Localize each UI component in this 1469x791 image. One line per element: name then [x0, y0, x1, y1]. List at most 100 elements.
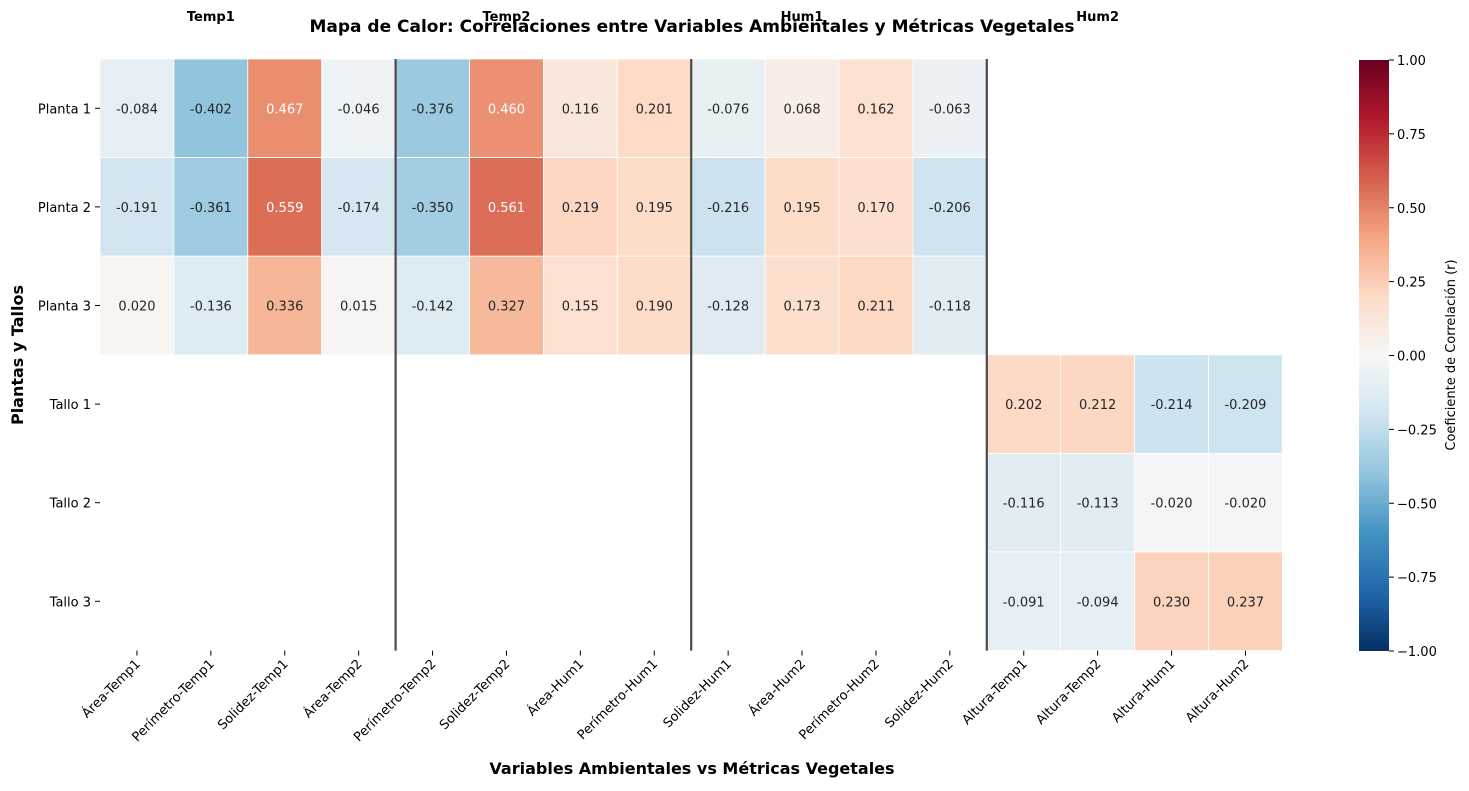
- heatmap-cell: [616, 255, 692, 356]
- cell-value-label: 0.162: [857, 102, 894, 117]
- heatmap-cell: [469, 157, 544, 257]
- y-tick-label: Tallo 2: [49, 497, 91, 512]
- heatmap-cell: [986, 354, 1062, 454]
- cell-value-label: -0.063: [929, 102, 971, 117]
- x-tick-label: Perímetro-Temp1: [129, 657, 217, 745]
- x-tick-label: Perímetro-Hum1: [575, 657, 661, 743]
- cell-value-label: 0.195: [636, 201, 673, 216]
- cell-value-label: -0.091: [1003, 595, 1045, 610]
- heatmap-cell: [1060, 452, 1135, 553]
- cell-value-label: 0.561: [488, 201, 525, 216]
- colorbar-tick-label: 0.25: [1397, 276, 1426, 291]
- cell-value-label: -0.084: [116, 102, 158, 117]
- y-axis: Planta 1 Planta 2 Planta 3 Tallo 1 Tallo 2 Ta…: [38, 102, 100, 610]
- cell-value-label: -0.361: [190, 201, 232, 216]
- colorbar-tick-label: 0.00: [1397, 350, 1426, 365]
- cell-value-label: -0.116: [1003, 497, 1045, 512]
- x-tick-label: Área-Hum2: [746, 656, 809, 719]
- cell-value-label: 0.237: [1227, 595, 1264, 610]
- heatmap-cell: [1208, 354, 1283, 454]
- y-tick-label: Planta 1: [38, 102, 91, 117]
- cell-value-label: -0.174: [338, 201, 380, 216]
- heatmap-cell: [99, 58, 175, 158]
- cell-value-label: 0.460: [488, 102, 525, 117]
- heatmap-cell: [395, 58, 470, 158]
- y-tick-label: Tallo 1: [49, 398, 91, 413]
- heatmap-cell: [1060, 354, 1135, 454]
- heatmap-cell: [173, 157, 249, 257]
- heatmap-cells: -0.084 -0.402 0.467 -0.046 -0.376 0.460 0.116 0…: [99, 58, 1283, 651]
- cell-value-label: 0.068: [783, 102, 820, 117]
- heatmap-cell: [838, 255, 914, 356]
- colorbar-label: Coeficiente de Correlación (r): [1444, 259, 1459, 450]
- cell-value-label: -0.142: [412, 300, 454, 315]
- cell-value-label: 0.116: [562, 102, 599, 117]
- heatmap-cell: [247, 255, 323, 356]
- colorbar: 1.00 0.75 0.50 0.25 0.00 −0.25 −0.50 −0.75 −1.00…: [1359, 54, 1459, 660]
- heatmap-cell: [173, 255, 249, 356]
- heatmap-cell: [321, 255, 397, 356]
- colorbar-tick-label: −0.25: [1397, 423, 1437, 438]
- cell-value-label: -0.191: [116, 201, 158, 216]
- x-tick-label: Solidez-Temp2: [437, 657, 513, 733]
- cell-value-label: 0.195: [783, 201, 820, 216]
- cell-value-label: 0.020: [118, 300, 155, 315]
- x-tick-label: Altura-Hum1: [1109, 657, 1178, 726]
- cell-value-label: 0.327: [488, 300, 525, 315]
- cell-value-label: 0.173: [783, 300, 820, 315]
- cell-value-label: 0.201: [636, 102, 673, 117]
- cell-value-label: -0.350: [412, 201, 454, 216]
- x-tick-label: Perímetro-Temp2: [351, 657, 439, 745]
- heatmap-cell: [986, 452, 1062, 553]
- cell-value-label: 0.230: [1153, 595, 1190, 610]
- colorbar-tick-label: −1.00: [1397, 645, 1437, 660]
- x-tick-label: Área-Temp1: [78, 656, 143, 721]
- x-axis-title: Variables Ambientales vs Métricas Vegeta…: [489, 759, 894, 778]
- cell-value-label: -0.128: [707, 300, 749, 315]
- cell-value-label: 0.212: [1079, 398, 1116, 413]
- cell-value-label: 0.190: [636, 300, 673, 315]
- cell-value-label: -0.094: [1077, 595, 1119, 610]
- colorbar-tick-label: 0.75: [1397, 128, 1426, 143]
- colorbar-ticks: 1.00 0.75 0.50 0.25 0.00 −0.25 −0.50 −0.75 −1.00: [1389, 54, 1437, 660]
- cell-value-label: -0.209: [1224, 398, 1266, 413]
- heatmap-cell: [247, 58, 323, 158]
- heatmap-cell: [321, 58, 397, 158]
- x-tick-label: Solidez-Temp1: [215, 657, 291, 733]
- heatmap-cell: [690, 58, 766, 158]
- cell-value-label: -0.214: [1151, 398, 1193, 413]
- x-tick-label: Altura-Hum2: [1183, 657, 1252, 726]
- group-label: Hum2: [1076, 10, 1119, 25]
- cell-value-label: 0.467: [266, 102, 303, 117]
- group-label: Temp2: [483, 10, 531, 25]
- cell-value-label: -0.216: [707, 201, 749, 216]
- heatmap-cell: [616, 58, 692, 158]
- heatmap-cell: [838, 58, 914, 158]
- group-label: Temp1: [187, 10, 235, 25]
- cell-value-label: -0.046: [338, 102, 380, 117]
- colorbar-tick-label: 1.00: [1397, 54, 1426, 69]
- y-tick-label: Planta 3: [38, 300, 91, 315]
- cell-value-label: -0.020: [1224, 497, 1266, 512]
- group-labels: Temp1 Temp2 Hum1 Hum2: [187, 10, 1119, 25]
- cell-value-label: -0.376: [412, 102, 454, 117]
- x-tick-label: Área-Temp2: [300, 656, 365, 721]
- cell-value-label: 0.336: [266, 300, 303, 315]
- cell-value-label: -0.020: [1151, 497, 1193, 512]
- cell-value-label: -0.118: [929, 300, 971, 315]
- colorbar-tick-label: −0.50: [1397, 497, 1437, 512]
- heatmap-cell: [616, 157, 692, 257]
- chart-title: Mapa de Calor: Correlaciones entre Varia…: [309, 17, 1074, 37]
- y-tick-label: Planta 2: [38, 201, 91, 216]
- heatmap-cell: [838, 157, 914, 257]
- cell-value-label: -0.076: [707, 102, 749, 117]
- x-tick-label: Área-Hum1: [524, 656, 587, 719]
- heatmap-cell: [986, 551, 1062, 651]
- heatmap-cell: [321, 157, 397, 257]
- colorbar-gradient: [1359, 60, 1389, 651]
- cell-value-label: 0.015: [340, 300, 377, 315]
- y-axis-title: Plantas y Tallos: [8, 285, 27, 425]
- x-tick-label: Altura-Temp2: [1033, 657, 1104, 728]
